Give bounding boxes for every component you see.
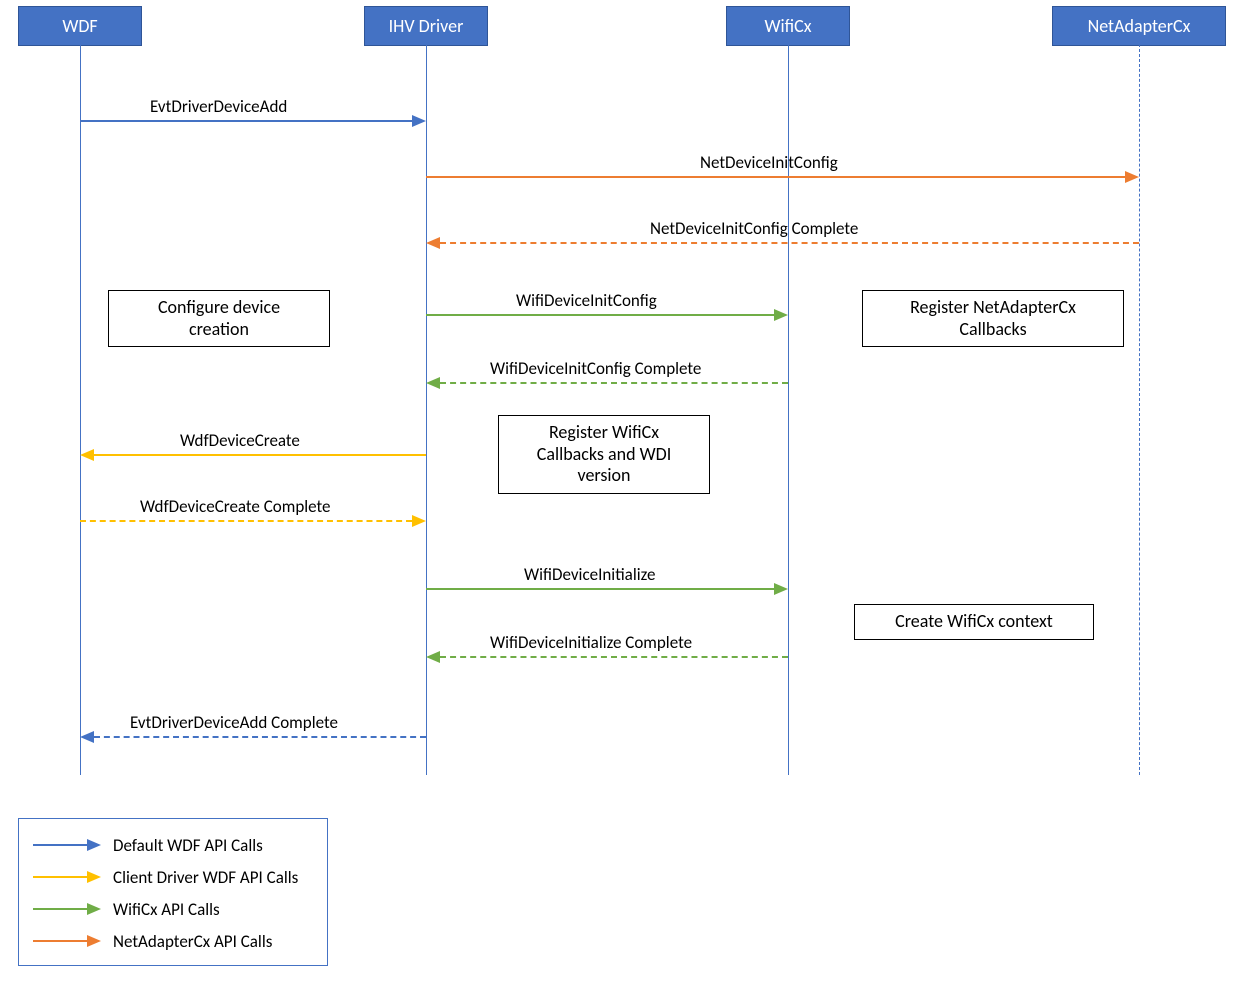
arrow-head-icon xyxy=(426,237,440,249)
note-line: Configure device xyxy=(119,297,319,319)
message-arrow xyxy=(80,120,412,122)
legend-row: WifiCx API Calls xyxy=(33,893,313,925)
arrow-head-icon xyxy=(80,731,94,743)
message-label: WifiDeviceInitialize Complete xyxy=(490,632,692,653)
note-line: Register NetAdapterCx xyxy=(873,297,1113,319)
note-box: Register WifiCxCallbacks and WDIversion xyxy=(498,415,710,494)
message-label: NetDeviceInitConfig xyxy=(700,152,838,173)
arrow-head-icon xyxy=(80,449,94,461)
note-box: Register NetAdapterCxCallbacks xyxy=(862,290,1124,347)
message-label: EvtDriverDeviceAdd xyxy=(150,96,287,117)
message-label: EvtDriverDeviceAdd Complete xyxy=(130,712,338,733)
legend-row: Client Driver WDF API Calls xyxy=(33,861,313,893)
legend-arrow-icon xyxy=(33,931,103,951)
lifeline-wdf xyxy=(80,44,81,775)
note-line: creation xyxy=(119,319,319,341)
arrow-head-icon xyxy=(1125,171,1139,183)
message-arrow xyxy=(440,382,788,384)
participant-nacx: NetAdapterCx xyxy=(1052,6,1226,46)
message-arrow xyxy=(440,656,788,658)
note-line: version xyxy=(509,465,699,487)
legend-label: Client Driver WDF API Calls xyxy=(113,867,298,888)
message-label: WdfDeviceCreate xyxy=(180,430,300,451)
legend-arrow-icon xyxy=(33,867,103,887)
message-arrow xyxy=(426,176,1125,178)
message-arrow xyxy=(94,736,426,738)
arrow-head-icon xyxy=(774,309,788,321)
participant-label: WifiCx xyxy=(764,15,811,37)
participant-wificx: WifiCx xyxy=(726,6,850,46)
message-label: WdfDeviceCreate Complete xyxy=(140,496,331,517)
message-arrow xyxy=(426,314,774,316)
legend-label: NetAdapterCx API Calls xyxy=(113,931,272,952)
arrow-head-icon xyxy=(412,515,426,527)
note-line: Create WifiCx context xyxy=(865,611,1083,633)
participant-ihv: IHV Driver xyxy=(364,6,488,46)
lifeline-ihv xyxy=(426,44,427,775)
participant-label: WDF xyxy=(62,15,97,37)
message-label: NetDeviceInitConfig Complete xyxy=(650,218,858,239)
message-label: WifiDeviceInitConfig xyxy=(516,290,657,311)
legend-row: NetAdapterCx API Calls xyxy=(33,925,313,957)
legend: Default WDF API Calls Client Driver WDF A… xyxy=(18,818,328,966)
note-line: Callbacks xyxy=(873,319,1113,341)
message-arrow xyxy=(426,588,774,590)
lifeline-nacx xyxy=(1139,44,1140,775)
arrow-head-icon xyxy=(774,583,788,595)
message-label: WifiDeviceInitialize xyxy=(524,564,655,585)
note-box: Configure devicecreation xyxy=(108,290,330,347)
note-box: Create WifiCx context xyxy=(854,604,1094,640)
message-label: WifiDeviceInitConfig Complete xyxy=(490,358,701,379)
legend-row: Default WDF API Calls xyxy=(33,829,313,861)
message-arrow xyxy=(80,520,412,522)
arrow-head-icon xyxy=(426,651,440,663)
participant-label: NetAdapterCx xyxy=(1088,15,1191,37)
arrow-head-icon xyxy=(412,115,426,127)
note-line: Register WifiCx xyxy=(509,422,699,444)
participant-label: IHV Driver xyxy=(389,15,464,37)
legend-arrow-icon xyxy=(33,835,103,855)
legend-arrow-icon xyxy=(33,899,103,919)
arrow-head-icon xyxy=(426,377,440,389)
participant-wdf: WDF xyxy=(18,6,142,46)
legend-label: Default WDF API Calls xyxy=(113,835,263,856)
legend-label: WifiCx API Calls xyxy=(113,899,220,920)
message-arrow xyxy=(440,242,1139,244)
message-arrow xyxy=(94,454,426,456)
note-line: Callbacks and WDI xyxy=(509,444,699,466)
